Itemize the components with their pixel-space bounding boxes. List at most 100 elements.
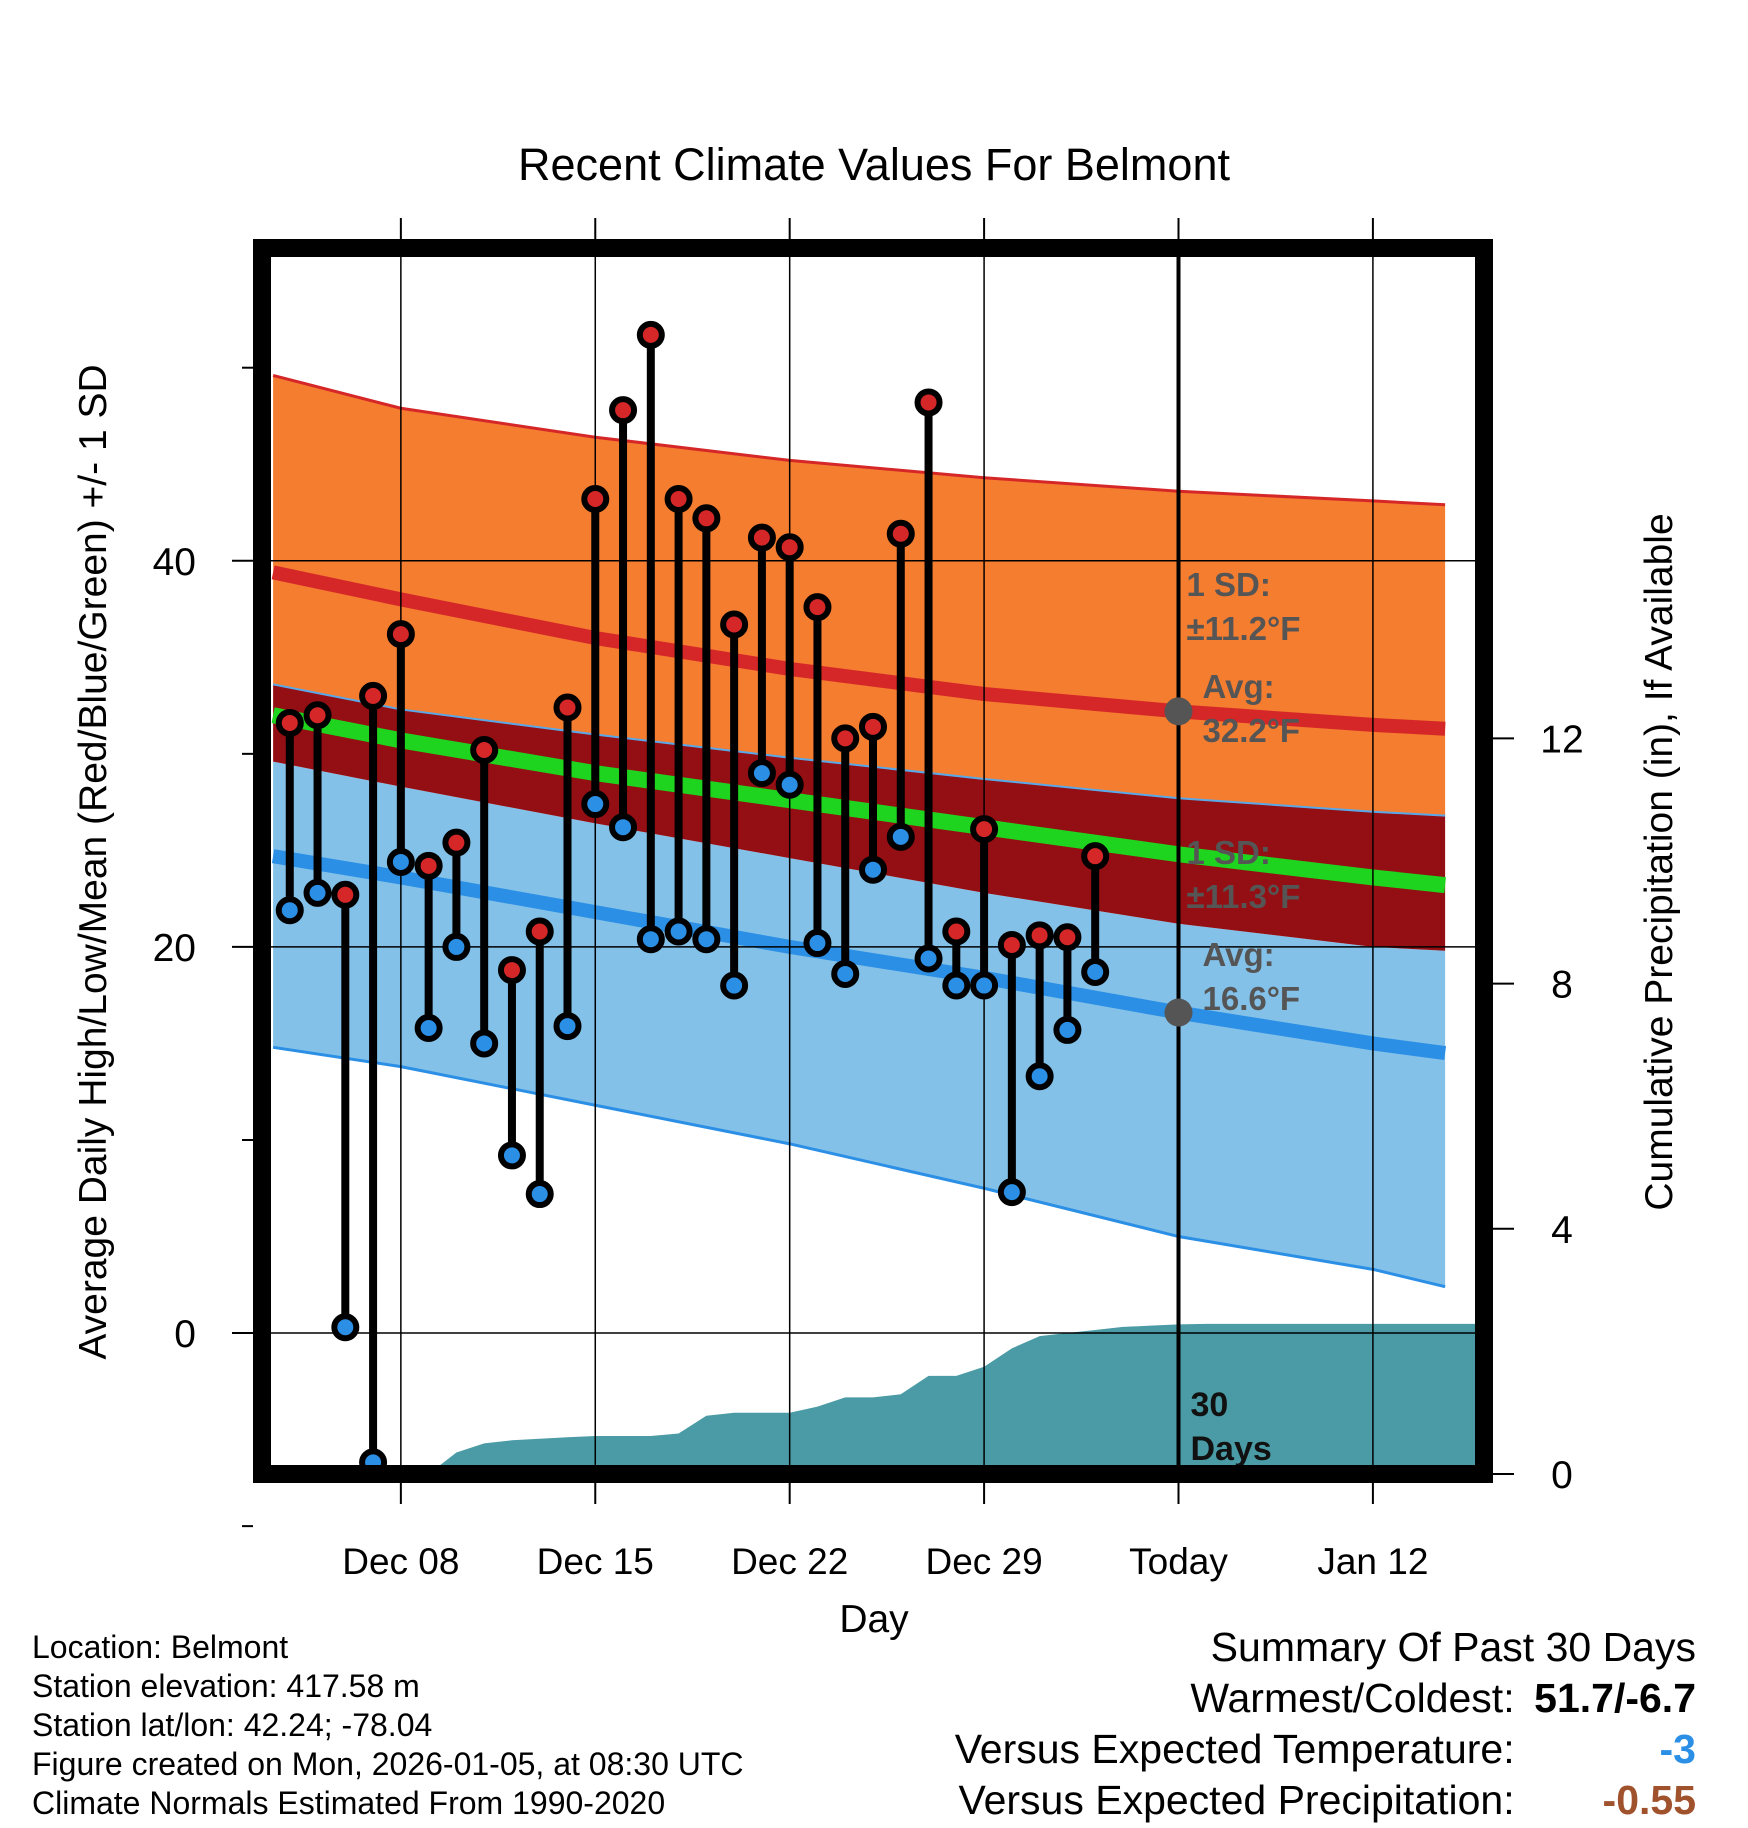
low-point	[414, 1014, 443, 1043]
high-avg-label: Avg:	[1203, 668, 1275, 705]
low-point	[553, 1012, 582, 1041]
high-lower-edge	[272, 683, 1446, 817]
low-point	[914, 944, 943, 973]
low-point	[442, 932, 471, 961]
low-point	[1081, 958, 1110, 987]
y-tick-label-right: 4	[1551, 1209, 1573, 1252]
low-point	[775, 770, 804, 799]
low-sd-label: 1 SD:	[1187, 834, 1271, 871]
low-point	[664, 917, 693, 946]
high-point	[1025, 921, 1054, 950]
summary-precip-value: -0.55	[1602, 1777, 1696, 1823]
high-point	[636, 320, 665, 349]
info-latlon: Station lat/lon: 42.24; -78.04	[32, 1707, 433, 1743]
high-mean-line	[271, 565, 1446, 736]
high-point	[720, 610, 749, 639]
low-point	[886, 822, 915, 851]
low-point	[831, 959, 860, 988]
high-point	[942, 917, 971, 946]
low-point	[720, 971, 749, 1000]
y-axis-label-right: Cumulative Precipitation (in), If Availa…	[1638, 513, 1681, 1210]
low-point	[386, 847, 415, 876]
low-point	[747, 759, 776, 788]
summary-temp-value: -3	[1659, 1726, 1696, 1772]
low-point	[1053, 1015, 1082, 1044]
high-point	[664, 484, 693, 513]
mean-line	[271, 707, 1446, 894]
x-tick-label: Dec 29	[925, 1541, 1042, 1582]
low-point	[692, 925, 721, 954]
high-avg-value: 32.2°F	[1203, 712, 1301, 749]
low-avg-marker	[1164, 998, 1193, 1027]
high-point	[303, 701, 332, 730]
x-tick-label: Jan 12	[1317, 1541, 1428, 1582]
y-tick-label-right: 12	[1540, 718, 1583, 761]
high-point	[775, 533, 804, 562]
high-point	[470, 735, 499, 764]
high-point	[442, 828, 471, 857]
info-normals: Climate Normals Estimated From 1990-2020	[32, 1785, 666, 1821]
precip-days-label: Days	[1191, 1430, 1272, 1468]
summary-warmest-label: Warmest/Coldest:	[1190, 1675, 1515, 1721]
high-point	[331, 880, 360, 909]
y-tick-label-right: 8	[1551, 964, 1573, 1007]
high-point	[914, 388, 943, 417]
y-tick-label-right: 0	[1551, 1454, 1573, 1497]
y-tick-label-left: 40	[153, 541, 196, 584]
summary-warmest-row: Warmest/Coldest: 51.7/-6.7	[955, 1673, 1696, 1724]
high-point	[581, 484, 610, 513]
low-point	[859, 855, 887, 884]
low-mean-line	[271, 849, 1447, 1061]
chart-title: Recent Climate Values For Belmont	[518, 139, 1230, 190]
high-point	[692, 504, 721, 533]
y-tick-label-left: 20	[153, 927, 196, 970]
y-axis-label-left: Average Daily High/Low/Mean (Red/Blue/Gr…	[72, 364, 115, 1359]
x-tick-label: Dec 15	[537, 1541, 654, 1582]
precip-days-number: 30	[1191, 1386, 1229, 1424]
summary-temp-row: Versus Expected Temperature: -3	[955, 1724, 1696, 1775]
low-point	[803, 929, 832, 958]
low-point	[942, 971, 971, 1000]
high-sd-value: ±11.2°F	[1187, 610, 1301, 647]
x-tick-label: Today	[1129, 1541, 1228, 1582]
low-avg-value: 16.6°F	[1203, 980, 1301, 1017]
info-created: Figure created on Mon, 2026-01-05, at 08…	[32, 1746, 744, 1782]
summary-precip-row: Versus Expected Precipitation: -0.55	[955, 1775, 1697, 1826]
daily-range-bars	[275, 320, 1110, 1477]
high-point	[553, 693, 582, 722]
high-sd-label: 1 SD:	[1187, 566, 1271, 603]
low-point	[1025, 1062, 1054, 1091]
x-tick-label: Dec 08	[342, 1541, 459, 1582]
high-point	[997, 930, 1026, 959]
high-point	[386, 620, 415, 649]
high-point	[803, 593, 832, 622]
low-point	[636, 925, 665, 954]
summary-title: Summary Of Past 30 Days	[1210, 1624, 1696, 1670]
low-point	[581, 790, 610, 819]
high-point	[831, 724, 860, 753]
high-point	[1081, 842, 1110, 871]
info-elevation: Station elevation: 417.58 m	[32, 1668, 420, 1704]
summary-panel: Summary Of Past 30 Days Warmest/Coldest:…	[955, 1622, 1696, 1826]
high-point	[886, 519, 915, 548]
high-point	[859, 712, 887, 741]
low-point	[331, 1313, 360, 1342]
high-point	[970, 815, 999, 844]
x-axis-label: Day	[839, 1598, 909, 1641]
low-avg-label: Avg:	[1203, 936, 1275, 973]
annotations: 1 SD: ±11.2°F Avg: 32.2°F 1 SD: ±11.3°F Avg: 16…	[1164, 566, 1301, 1468]
low-point	[275, 896, 304, 925]
y-tick-label-left: 0	[174, 1313, 196, 1356]
high-point	[1053, 923, 1082, 952]
high-point	[414, 851, 443, 880]
low-point	[609, 813, 638, 842]
x-tick-label: Dec 22	[731, 1541, 848, 1582]
low-point	[970, 971, 999, 1000]
low-point	[303, 878, 332, 907]
station-info: Location: Belmont Station elevation: 417…	[32, 1628, 744, 1823]
high-point	[359, 681, 388, 710]
low-point	[497, 1141, 526, 1170]
summary-temp-label: Versus Expected Temperature:	[954, 1726, 1515, 1772]
info-location: Location: Belmont	[32, 1629, 289, 1665]
low-point	[525, 1180, 554, 1209]
